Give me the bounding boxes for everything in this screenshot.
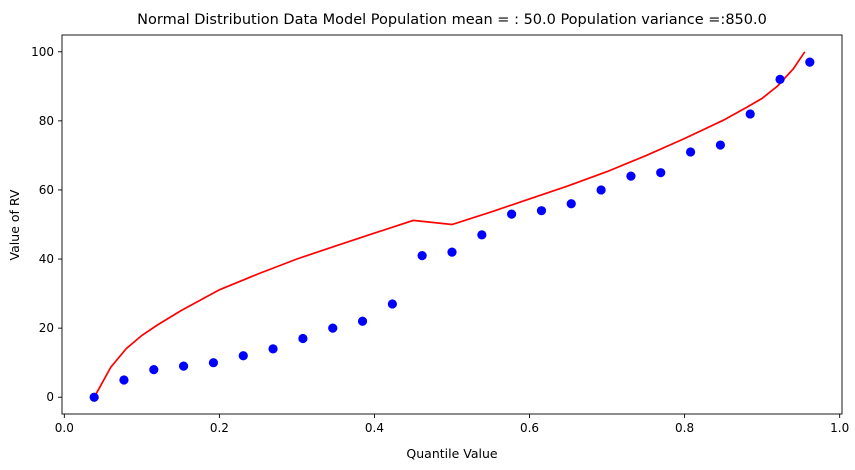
x-axis-label: Quantile Value bbox=[406, 446, 497, 461]
theoretical-curve bbox=[93, 51, 806, 398]
data-point bbox=[178, 361, 189, 371]
plot-area-frame bbox=[61, 34, 843, 415]
data-point bbox=[119, 375, 129, 385]
data-point bbox=[805, 57, 815, 67]
data-point bbox=[238, 351, 248, 361]
data-point bbox=[417, 250, 427, 261]
x-tick-label: 0.8 bbox=[675, 421, 694, 435]
data-point bbox=[626, 171, 636, 181]
y-tick-label: 80 bbox=[39, 114, 54, 128]
y-tick-label: 40 bbox=[39, 252, 54, 266]
data-point bbox=[566, 199, 576, 209]
x-tick-label: 0.4 bbox=[365, 421, 384, 435]
data-point bbox=[357, 316, 368, 326]
data-point bbox=[775, 74, 785, 84]
data-point bbox=[656, 168, 666, 178]
y-tick-label: 100 bbox=[31, 45, 54, 59]
data-point bbox=[536, 206, 547, 216]
data-point bbox=[328, 323, 338, 333]
data-point bbox=[745, 109, 755, 119]
y-axis: 0 20 40 60 80 100 bbox=[31, 45, 62, 404]
y-tick-label: 60 bbox=[39, 183, 54, 197]
y-tick-label: 0 bbox=[46, 390, 54, 404]
y-axis-label: Value of RV bbox=[7, 189, 22, 260]
data-point bbox=[298, 333, 308, 344]
data-points bbox=[89, 57, 815, 402]
data-point bbox=[268, 344, 278, 354]
chart-title: Normal Distribution Data Model Populatio… bbox=[137, 12, 767, 28]
x-tick-label: 0.2 bbox=[210, 421, 229, 435]
data-point bbox=[507, 209, 517, 219]
data-point bbox=[149, 365, 159, 375]
red-curve-line bbox=[93, 51, 806, 398]
x-tick-label: 1.0 bbox=[830, 421, 849, 435]
x-axis: 0.0 0.2 0.4 0.6 0.8 1.0 bbox=[55, 414, 849, 435]
data-point bbox=[89, 392, 99, 402]
data-point bbox=[447, 247, 457, 257]
x-tick-label: 0.0 bbox=[55, 421, 74, 435]
data-point bbox=[715, 140, 726, 150]
data-point bbox=[208, 358, 219, 368]
data-point bbox=[685, 147, 696, 157]
data-point bbox=[596, 185, 606, 195]
data-point bbox=[387, 299, 397, 309]
data-point bbox=[477, 230, 487, 240]
x-tick-label: 0.6 bbox=[520, 421, 539, 435]
y-tick-label: 20 bbox=[39, 321, 54, 335]
